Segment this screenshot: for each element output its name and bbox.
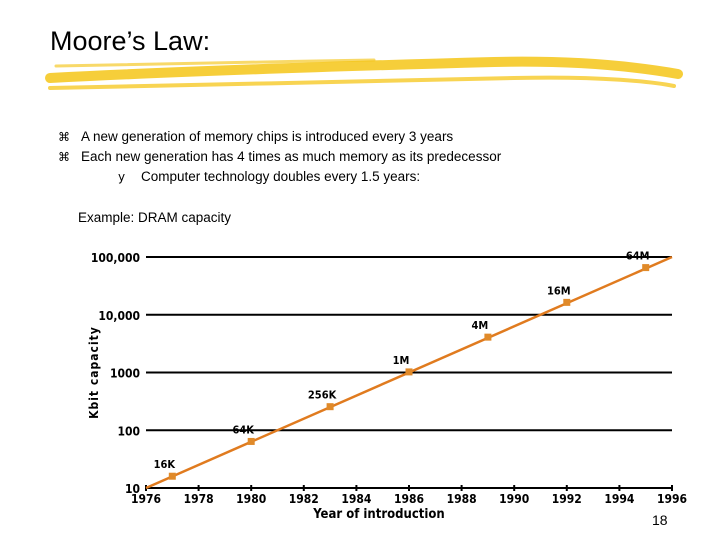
data-point-label: 1M [393,354,410,367]
sub-bullet-text: Computer technology doubles every 1.5 ye… [141,169,421,184]
data-point-marker [168,472,176,480]
data-point-label: 256K [308,389,337,402]
x-tick-label: 1976 [131,492,161,506]
title-highlight-stroke [45,56,683,90]
x-tick-label: 1982 [289,492,319,506]
x-tick-label: 1986 [394,492,424,506]
x-tick-label: 1996 [657,492,687,506]
x-tick-label: 1994 [604,492,635,506]
data-point-label: 64M [626,250,650,263]
data-point-label: 16K [154,458,176,471]
data-point-marker [563,298,571,306]
y-tick-label: 100,000 [91,251,140,265]
data-point-label: 16M [547,284,571,297]
x-tick-label: 1990 [499,492,529,506]
x-tick-label: 1988 [447,492,477,506]
y-tick-label: 1000 [110,367,140,381]
y-tick-label: 10 [125,482,140,496]
bullet-list: ⌘ A new generation of memory chips is in… [58,127,501,187]
bullet-marker-icon: ⌘ [58,150,70,164]
bullet-marker-icon: ⌘ [58,130,70,144]
data-point-marker [405,368,413,376]
data-point-label: 4M [472,319,489,332]
x-tick-label: 1984 [341,492,372,506]
page-number: 18 [652,512,668,528]
y-axis-title: Kbit capacity [87,326,101,419]
bullet-text: Each new generation has 4 times as much … [81,149,502,164]
x-tick-label: 1992 [552,492,582,506]
slide-title: Moore’s Law: [50,26,211,56]
bullet-item: ⌘ A new generation of memory chips is in… [58,127,501,147]
data-point-marker [326,403,334,411]
data-point-marker [484,333,492,341]
bullet-text: A new generation of memory chips is intr… [81,129,454,144]
data-point-marker [247,437,255,445]
bullet-item: ⌘ Each new generation has 4 times as muc… [58,147,501,167]
y-tick-label: 10,000 [98,309,140,323]
x-tick-label: 1978 [184,492,214,506]
x-tick-label: 1980 [236,492,266,506]
sub-bullet-marker-icon: y [118,170,126,184]
data-point-label: 64K [232,423,254,436]
x-axis-title: Year of introduction [312,507,444,522]
y-tick-label: 100 [117,424,140,438]
data-point-marker [642,264,650,272]
sub-bullet-item: y Computer technology doubles every 1.5 … [118,167,501,187]
example-label: Example: DRAM capacity [78,210,232,225]
